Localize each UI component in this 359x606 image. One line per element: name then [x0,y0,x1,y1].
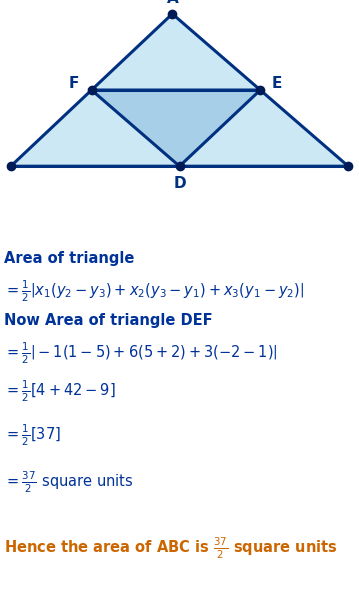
Text: Now Area of triangle DEF: Now Area of triangle DEF [4,313,212,328]
Text: Hence the area of ABC is $\frac{37}{2}$ square units: Hence the area of ABC is $\frac{37}{2}$ … [4,535,337,561]
Text: $= \frac{1}{2}\left[37\right]$: $= \frac{1}{2}\left[37\right]$ [4,422,61,448]
Text: $= \frac{1}{2}\left|x_1(y_2 - y_3) + x_2(y_3 - y_1) + x_3(y_1 - y_2)\right|$: $= \frac{1}{2}\left|x_1(y_2 - y_3) + x_2… [4,279,304,304]
Polygon shape [11,14,348,166]
Polygon shape [92,90,260,166]
Text: D: D [173,176,186,191]
Text: E: E [271,76,281,91]
Text: A: A [167,0,178,6]
Text: Area of triangle: Area of triangle [4,251,134,266]
Text: F: F [69,76,79,91]
Text: $= \frac{1}{2}\left|- 1(1 - 5) + 6(5 + 2) + 3(-2 - 1)\right|$: $= \frac{1}{2}\left|- 1(1 - 5) + 6(5 + 2… [4,341,277,366]
Text: $= \frac{37}{2}$ square units: $= \frac{37}{2}$ square units [4,470,133,495]
Text: $= \frac{1}{2}\left[4 + 42 - 9\right]$: $= \frac{1}{2}\left[4 + 42 - 9\right]$ [4,379,115,404]
